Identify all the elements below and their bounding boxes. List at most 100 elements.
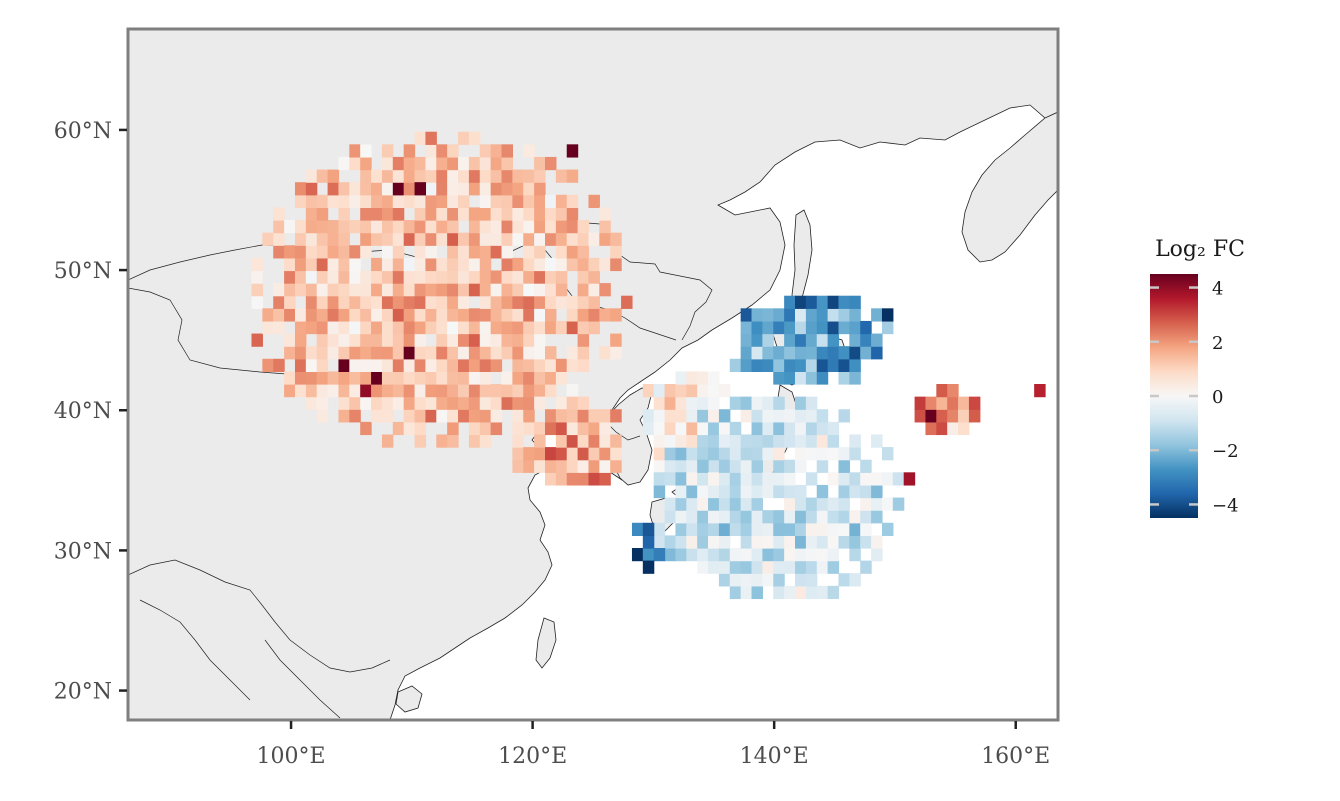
heatmap-cell — [599, 283, 611, 297]
map-panel — [126, 27, 1060, 722]
heatmap-cell — [458, 207, 470, 221]
heatmap-cell — [360, 384, 372, 398]
heatmap-cell — [338, 295, 350, 309]
heatmap-cell — [490, 232, 503, 246]
heatmap-cell — [338, 194, 350, 209]
heatmap-cell — [653, 472, 666, 486]
heatmap-cell — [403, 371, 416, 385]
heatmap-cell — [294, 358, 307, 372]
heatmap-cell — [294, 270, 307, 284]
heatmap-cell — [599, 207, 611, 221]
heatmap-cell — [968, 396, 981, 410]
heatmap-cell — [751, 585, 763, 600]
heatmap-cell — [371, 232, 383, 246]
heatmap-cell — [305, 207, 318, 221]
heatmap-cell — [860, 484, 872, 499]
heatmap-cell — [338, 270, 350, 284]
heatmap-cell — [773, 573, 785, 587]
heatmap-cell — [795, 522, 807, 536]
heatmap-cell — [653, 522, 666, 536]
heatmap-cell — [816, 358, 829, 372]
heatmap-cell — [784, 560, 796, 574]
heatmap-cell — [392, 283, 405, 297]
heatmap-cell — [795, 560, 807, 574]
heatmap-cell — [392, 396, 405, 410]
heatmap-cell — [338, 245, 350, 259]
heatmap-cell — [1034, 384, 1046, 398]
heatmap-cell — [512, 434, 524, 448]
heatmap-cell — [305, 320, 318, 335]
heatmap-cell — [479, 207, 492, 221]
heatmap-cell — [338, 333, 350, 347]
heatmap-cell — [338, 320, 350, 335]
heatmap-cell — [512, 409, 524, 423]
heatmap-cell — [381, 434, 394, 448]
heatmap-cell — [436, 144, 448, 158]
heatmap-cell — [805, 535, 818, 549]
heatmap-cell — [544, 295, 557, 309]
heatmap-cell — [338, 346, 350, 360]
heatmap-cell — [392, 346, 405, 360]
heatmap-cell — [577, 308, 590, 322]
heatmap-cell — [675, 472, 687, 486]
heatmap-cell — [534, 270, 546, 284]
heatmap-cell — [381, 396, 394, 410]
heatmap-cell — [718, 510, 731, 524]
heatmap-cell — [860, 333, 872, 347]
heatmap-cell — [784, 434, 796, 448]
heatmap-cell — [327, 169, 340, 183]
heatmap-cell — [523, 308, 535, 322]
heatmap-cell — [251, 257, 263, 272]
heatmap-cell — [512, 194, 524, 209]
heatmap-cell — [360, 194, 372, 209]
heatmap-cell — [860, 346, 872, 360]
heatmap-cell — [664, 434, 677, 448]
heatmap-cell — [740, 320, 753, 335]
heatmap-cell — [697, 548, 709, 562]
heatmap-cell — [784, 497, 796, 511]
heatmap-cell — [284, 257, 296, 272]
heatmap-cell — [860, 472, 872, 486]
heatmap-cell — [588, 320, 600, 335]
heatmap-cell — [849, 358, 861, 372]
heatmap-cell — [762, 573, 774, 587]
heatmap-cell — [501, 384, 513, 398]
heatmap-cell — [284, 384, 296, 398]
heatmap-cell — [795, 409, 807, 423]
heatmap-cell — [425, 144, 437, 158]
heatmap-cell — [827, 497, 840, 511]
heatmap-cell — [871, 535, 883, 549]
heatmap-cell — [294, 384, 307, 398]
heatmap-cell — [360, 346, 372, 360]
heatmap-cell — [555, 232, 568, 246]
heatmap-cell — [523, 169, 535, 183]
colorbar-tick-label: −2 — [1212, 441, 1239, 462]
heatmap-cell — [349, 384, 361, 398]
heatmap-cell — [534, 333, 546, 347]
heatmap-cell — [555, 245, 568, 259]
heatmap-cell — [501, 270, 513, 284]
heatmap-cell — [795, 308, 807, 322]
heatmap-cell — [523, 220, 535, 234]
heatmap-cell — [577, 434, 590, 448]
heatmap-cell — [871, 484, 883, 499]
heatmap-cell — [555, 270, 568, 284]
heatmap-cell — [588, 257, 600, 272]
heatmap-cell — [534, 371, 546, 385]
heatmap-cell — [947, 409, 959, 423]
heatmap-cell — [827, 548, 840, 562]
heatmap-cell — [610, 257, 622, 272]
heatmap-cell — [544, 270, 557, 284]
heatmap-cell — [523, 245, 535, 259]
heatmap-cell — [501, 156, 513, 171]
heatmap-cell — [588, 447, 600, 461]
sea-lines-1 — [128, 559, 391, 673]
heatmap-cell — [795, 548, 807, 562]
heatmap-cell — [784, 320, 796, 335]
heatmap-cell — [686, 497, 698, 511]
heatmap-cell — [512, 270, 524, 284]
heatmap-cell — [294, 333, 307, 347]
heatmap-cell — [827, 346, 840, 360]
heatmap-cell — [610, 245, 622, 259]
heatmap-cell — [414, 270, 427, 284]
